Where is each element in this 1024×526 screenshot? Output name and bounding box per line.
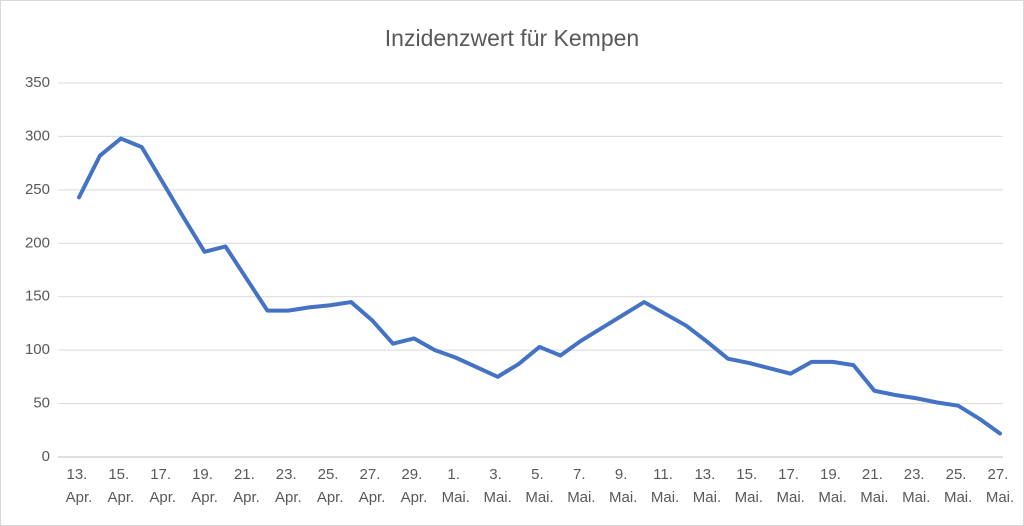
data-line (77, 136, 1002, 436)
x-tick-label: 15. Apr. (108, 466, 135, 506)
y-tick-label: 0 (42, 448, 50, 465)
y-tick-label: 50 (33, 395, 50, 412)
x-tick-label: 27. Mai. (986, 466, 1014, 506)
x-tick-label: 17. Mai. (777, 466, 805, 506)
chart-title: Inzidenzwert für Kempen (385, 25, 639, 51)
x-tick-label: 27. Apr. (359, 466, 386, 506)
x-tick-label: 19. Mai. (818, 466, 846, 506)
x-tick-label: 13. Mai. (693, 466, 721, 506)
y-tick-label: 250 (25, 181, 50, 198)
y-tick-label: 150 (25, 288, 50, 305)
x-tick-label: 5. Mai. (525, 466, 553, 506)
x-tick-label: 1. Mai. (442, 466, 470, 506)
x-tick-label: 15. Mai. (735, 466, 763, 506)
x-tick-label: 13. Apr. (66, 466, 93, 506)
x-tick-label: 19. Apr. (191, 466, 218, 506)
x-tick-label: 21. Mai. (860, 466, 888, 506)
x-tick-label: 25. Mai. (944, 466, 972, 506)
x-tick-label: 25. Apr. (317, 466, 344, 506)
y-tick-label: 200 (25, 234, 50, 251)
y-tick-label: 100 (25, 341, 50, 358)
x-tick-label: 3. Mai. (483, 466, 511, 506)
x-tick-label: 23. Mai. (902, 466, 930, 506)
x-tick-label: 21. Apr. (233, 466, 260, 506)
y-tick-label: 300 (25, 127, 50, 144)
x-tick-label: 7. Mai. (567, 466, 595, 506)
x-tick-label: 11. Mai. (651, 466, 679, 506)
x-tick-label: 29. Apr. (401, 466, 428, 506)
y-tick-label: 350 (25, 74, 50, 91)
x-tick-label: 9. Mai. (609, 466, 637, 506)
x-tick-label: 23. Apr. (275, 466, 302, 506)
x-tick-label: 17. Apr. (149, 466, 176, 506)
